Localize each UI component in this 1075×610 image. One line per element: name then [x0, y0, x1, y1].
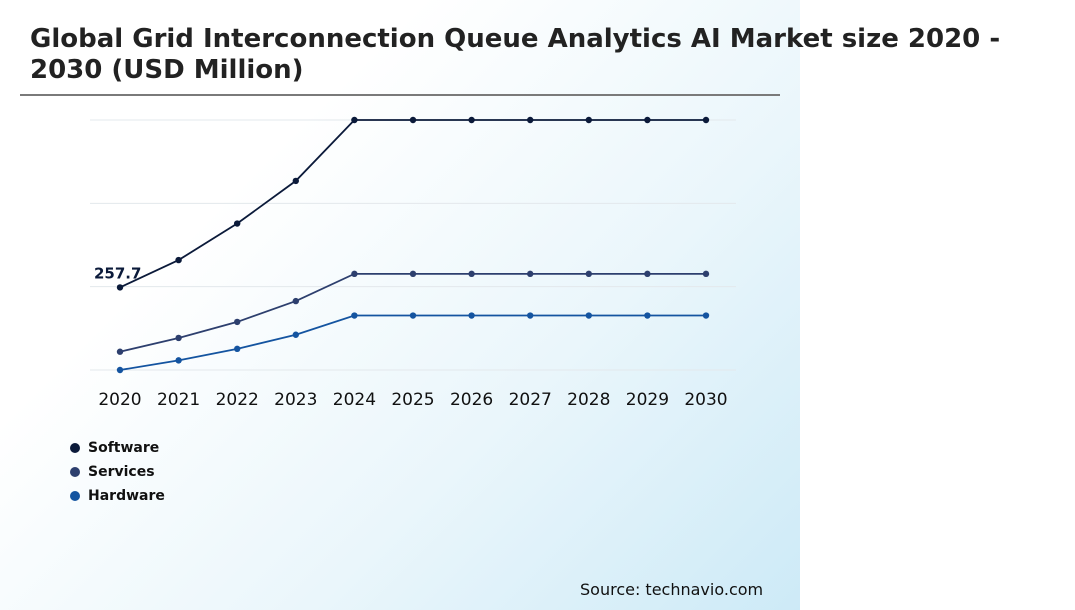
data-point-services-2024 — [351, 270, 358, 278]
data-point-services-2025 — [409, 270, 417, 278]
data-point-hardware-2022 — [234, 345, 241, 353]
series-line-hardware — [119, 314, 706, 371]
data-point-software-2029 — [644, 116, 651, 124]
legend-marker — [70, 443, 80, 453]
line-chart: 2020 2021 2022 2023 2024 2025 2026 2027 2028 2029… — [90, 116, 736, 410]
legend-item-hardware: Hardware — [70, 484, 165, 508]
data-point-hardware-2020 — [116, 366, 124, 374]
x-tick-label: 2022 — [216, 390, 259, 410]
data-point-hardware-2028 — [585, 312, 592, 319]
data-point-services-2021 — [175, 334, 182, 342]
data-label-software-2020: 257.7 — [94, 264, 141, 282]
legend-item-software: Software — [70, 436, 165, 460]
data-point-hardware-2029 — [644, 312, 651, 319]
data-point-software-2021 — [175, 256, 182, 264]
data-point-hardware-2030 — [702, 312, 710, 319]
legend-label: Hardware — [88, 488, 165, 504]
legend-label: Services — [88, 464, 155, 480]
data-point-software-2020 — [116, 284, 124, 291]
data-point-hardware-2027 — [527, 312, 534, 319]
data-point-services-2022 — [234, 318, 241, 326]
x-tick-label: 2026 — [450, 390, 493, 410]
x-tick-label: 2029 — [626, 390, 669, 410]
x-tick-label: 2024 — [333, 390, 376, 410]
data-point-hardware-2024 — [351, 312, 358, 319]
chart-legend: Software Services Hardware — [70, 436, 165, 508]
data-point-software-2024 — [351, 116, 358, 124]
data-point-hardware-2025 — [409, 312, 417, 319]
legend-label: Software — [88, 440, 160, 456]
title-divider — [20, 94, 780, 96]
data-point-software-2030 — [702, 116, 710, 124]
data-point-services-2029 — [644, 270, 651, 278]
x-tick-label: 2025 — [391, 390, 434, 410]
source-credit: Source: technavio.com — [580, 580, 764, 599]
x-tick-label: 2027 — [509, 390, 552, 410]
data-point-hardware-2023 — [292, 331, 299, 338]
data-point-services-2028 — [585, 270, 592, 278]
data-point-software-2022 — [234, 220, 241, 227]
data-point-services-2026 — [468, 270, 475, 278]
data-point-services-2023 — [292, 297, 299, 305]
x-tick-label: 2020 — [98, 390, 141, 410]
data-point-hardware-2021 — [175, 357, 182, 364]
legend-marker — [70, 467, 80, 477]
x-tick-label: 2021 — [157, 390, 200, 410]
data-point-software-2028 — [585, 116, 592, 124]
data-point-software-2025 — [409, 116, 417, 124]
x-tick-label: 2023 — [274, 390, 317, 410]
data-point-hardware-2026 — [468, 312, 475, 319]
chart-title: Global Grid Interconnection Queue Analyt… — [30, 24, 1001, 85]
data-point-software-2023 — [292, 177, 299, 185]
data-point-software-2027 — [527, 116, 534, 124]
data-point-services-2020 — [116, 348, 124, 355]
data-point-services-2027 — [527, 270, 534, 278]
data-point-services-2030 — [702, 270, 710, 278]
legend-item-services: Services — [70, 460, 165, 484]
x-tick-label: 2030 — [684, 390, 727, 410]
x-tick-label: 2028 — [567, 390, 610, 410]
legend-marker — [70, 491, 80, 501]
chart-background-panel — [0, 0, 800, 610]
data-point-software-2026 — [468, 116, 475, 124]
